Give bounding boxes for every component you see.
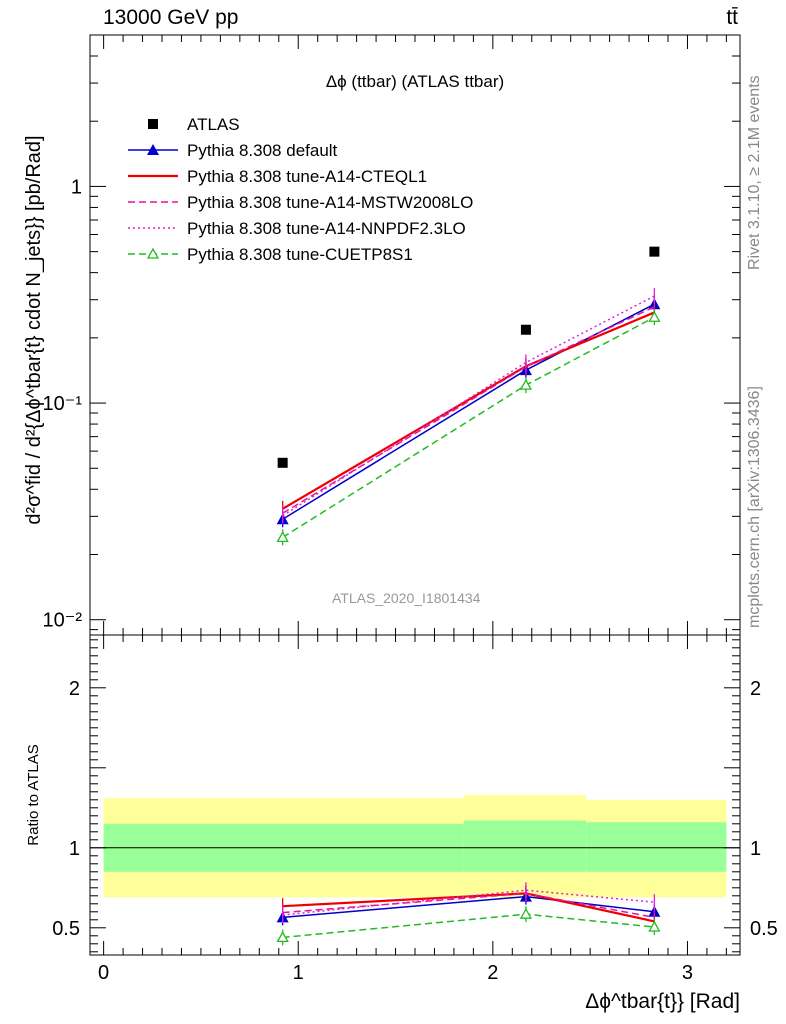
ratio-series-line [282,913,655,939]
main-series-line [282,311,655,510]
x-tick-label: 3 [682,962,693,984]
main-point [520,324,531,335]
ratio-y-tick-label: 1 [69,838,80,860]
main-point [648,310,661,322]
energy-label: 13000 GeV pp [103,6,239,29]
ratio-plot: 0 1 2 3 0.5 0.5 1 1 2 2 Ratio to ATLAS Δϕ^tbar{t}} … [25,634,778,1013]
ratio-point [519,907,533,919]
ratio-y-tick-label: 0.5 [52,918,80,940]
legend-label: Pythia 8.308 tune-A14-NNPDF2.3LO [187,219,466,238]
main-series-line [282,306,655,514]
x-tick-label: 2 [487,962,498,984]
stat-uncertainty-band [586,822,727,872]
legend-marker [147,144,159,155]
y-tick-label: 10⁻² [43,610,83,632]
process-label: tt̄ [726,6,738,29]
plot-title: Δϕ (ttbar) (ATLAS ttbar) [326,72,504,91]
legend-label: Pythia 8.308 tune-A14-CTEQL1 [187,167,427,186]
ratio-series-line [282,895,655,919]
x-tick-label: 0 [98,962,109,984]
legend-label: Pythia 8.308 default [187,141,338,160]
main-point [519,378,533,390]
analysis-id-label: ATLAS_2020_I1801434 [332,590,481,606]
legend-label: ATLAS [187,115,240,134]
ratio-point [276,931,289,943]
stat-uncertainty-band [463,820,587,872]
y-tick-label: 10⁻¹ [43,393,83,415]
ratio-plot-frame [89,634,741,956]
legend-marker [148,119,158,129]
main-plot: 10⁻² 10⁻¹ 1 Δϕ (ttbar) (ATLAS ttbar) ATLAS Py… [23,34,741,636]
main-point [649,246,660,257]
legend-marker [146,247,160,259]
ratio-series-line [282,889,655,916]
legend-label: Pythia 8.308 tune-A14-MSTW2008LO [187,193,473,212]
ratio-y-tick-label-right: 1 [750,838,761,860]
ratio-series-line [282,892,655,923]
ratio-y-axis-label: Ratio to ATLAS [25,744,42,845]
y-axis-label: d²σ^fid / d²{Δϕ^tbar{t} cdot N_jets}} [p… [23,135,45,524]
mcplots-label: mcplots.cern.ch [arXiv:1306.3436] [746,386,763,628]
rivet-label: Rivet 3.1.10, ≥ 2.1M events [746,75,763,270]
main-point [276,531,289,542]
ratio-y-tick-label-right: 2 [750,678,761,700]
main-point [277,457,288,468]
main-series-line [282,316,655,538]
y-tick-label: 1 [71,176,82,198]
x-axis-label: Δϕ^tbar{t}} [Rad] [585,990,740,1013]
legend-label: Pythia 8.308 tune-CUETP8S1 [187,245,413,264]
ratio-point [648,920,661,932]
ratio-y-tick-label: 2 [69,678,80,700]
main-series-line [282,295,655,517]
ratio-y-tick-label-right: 0.5 [750,918,778,940]
x-tick-label: 1 [293,962,304,984]
